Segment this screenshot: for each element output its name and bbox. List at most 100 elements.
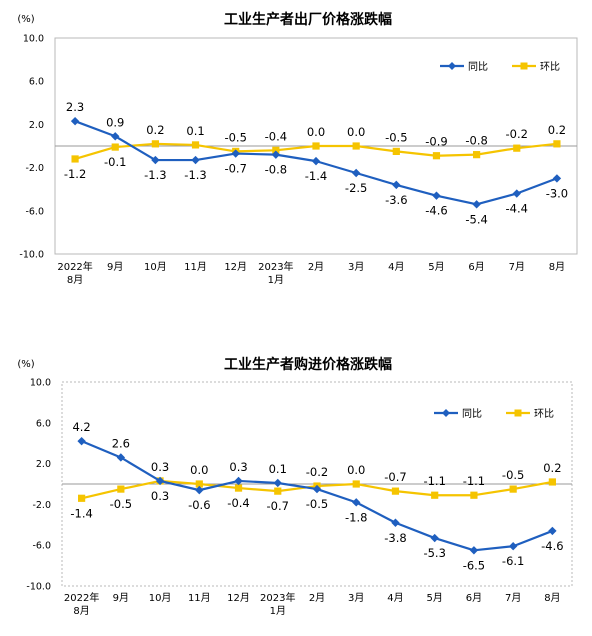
x-tick-label: 3月 bbox=[348, 261, 364, 273]
y-tick-label: 2.0 bbox=[36, 459, 51, 470]
x-tick-label: 11月 bbox=[188, 592, 211, 604]
chart-2: 工业生产者购进价格涨跌幅 (%) 10.0 6.0 2.0 -2.0 -6.0 -10.0 20… bbox=[17, 356, 573, 617]
data-label-yoy: -6.1 bbox=[502, 554, 524, 568]
point-yoy bbox=[155, 476, 165, 486]
legend-marker bbox=[442, 409, 450, 417]
data-label-mom: -0.1 bbox=[104, 155, 126, 169]
point-mom bbox=[234, 484, 243, 492]
data-label-mom: -0.2 bbox=[506, 127, 528, 141]
point-yoy bbox=[151, 155, 160, 165]
data-label-mom: 0.0 bbox=[347, 463, 365, 477]
point-yoy bbox=[231, 149, 240, 158]
x-tick-label: 8月 bbox=[549, 261, 565, 273]
data-label-mom: -1.4 bbox=[70, 506, 92, 520]
chart-1: 工业生产者出厂价格涨跌幅 (%) 10.0 6.0 2.0 -2.0 -6.0 -10.0 20… bbox=[17, 11, 578, 286]
point-mom bbox=[431, 491, 439, 499]
point-mom bbox=[71, 155, 79, 163]
data-label-yoy: -2.5 bbox=[345, 181, 367, 195]
legend: 同比 环比 bbox=[434, 408, 554, 420]
y-tick-label: -6.0 bbox=[32, 541, 51, 552]
data-label-yoy: -5.4 bbox=[465, 212, 487, 226]
point-yoy bbox=[116, 453, 126, 462]
point-mom bbox=[473, 151, 481, 159]
data-label-mom: 0.3 bbox=[151, 460, 169, 474]
point-yoy bbox=[552, 174, 562, 183]
data-label-mom: 0.0 bbox=[190, 463, 208, 477]
x-tick-label: 2月 bbox=[309, 592, 325, 604]
point-mom bbox=[272, 146, 280, 154]
data-label-yoy: -1.4 bbox=[305, 169, 327, 183]
data-label-yoy: 0.3 bbox=[229, 460, 247, 474]
point-yoy bbox=[508, 542, 518, 551]
legend-label: 环比 bbox=[540, 61, 560, 73]
x-tick-label: 8月 bbox=[544, 592, 560, 604]
data-label-mom: 0.2 bbox=[543, 461, 561, 475]
data-label-yoy: -3.8 bbox=[384, 531, 406, 545]
data-label-yoy: -1.3 bbox=[144, 168, 166, 182]
legend-marker bbox=[514, 409, 522, 417]
data-label-mom: -0.7 bbox=[384, 470, 406, 484]
data-label-yoy: -5.3 bbox=[423, 546, 445, 560]
point-yoy bbox=[391, 518, 400, 527]
point-mom bbox=[548, 478, 556, 486]
x-tick-label: 6月 bbox=[468, 261, 484, 273]
y-tick-label: -2.0 bbox=[32, 500, 51, 511]
data-label-mom: 0.1 bbox=[186, 124, 204, 138]
point-yoy bbox=[472, 200, 481, 209]
point-yoy bbox=[77, 436, 86, 446]
data-label-yoy: -1.3 bbox=[184, 168, 206, 182]
data-label-mom: -0.4 bbox=[265, 129, 287, 143]
data-label-yoy: 2.3 bbox=[66, 100, 84, 114]
x-tick-label: 10月 bbox=[144, 261, 167, 273]
x-tick-label: 7月 bbox=[505, 592, 521, 604]
x-tick-label: 2023年 1月 bbox=[258, 260, 293, 286]
data-label-mom: -0.7 bbox=[267, 499, 289, 513]
data-label-yoy: -3.6 bbox=[385, 193, 407, 207]
y-tick-label: -10.0 bbox=[19, 250, 44, 261]
x-tick-label: 2022年 8月 bbox=[57, 260, 92, 286]
point-yoy bbox=[469, 546, 479, 555]
x-tick-label: 4月 bbox=[388, 261, 404, 273]
legend-marker bbox=[520, 62, 528, 70]
legend-label: 环比 bbox=[534, 408, 554, 420]
y-tick-label: 10.0 bbox=[30, 378, 51, 389]
y-tick-label: -6.0 bbox=[25, 206, 44, 217]
point-mom bbox=[195, 480, 203, 488]
point-yoy bbox=[111, 132, 120, 141]
data-label-yoy: -0.7 bbox=[224, 162, 246, 176]
x-tick-label: 6月 bbox=[466, 592, 482, 604]
chart-title: 工业生产者购进价格涨跌幅 bbox=[224, 356, 392, 373]
x-tick-label: 2022年 8月 bbox=[64, 591, 99, 617]
data-label-yoy: -1.8 bbox=[345, 510, 367, 524]
data-label-yoy: 4.2 bbox=[72, 420, 90, 434]
point-mom bbox=[392, 147, 400, 155]
legend: 同比 环比 bbox=[440, 61, 560, 73]
x-tick-label: 7月 bbox=[509, 261, 525, 273]
point-mom bbox=[78, 494, 86, 502]
x-tick-label: 4月 bbox=[387, 592, 403, 604]
data-label-mom: -0.4 bbox=[227, 496, 249, 510]
y-tick-label: -10.0 bbox=[26, 582, 51, 593]
x-tick-label: 11月 bbox=[184, 261, 207, 273]
x-tick-label: 2月 bbox=[308, 261, 324, 273]
data-label-yoy: -0.5 bbox=[306, 497, 328, 511]
point-mom bbox=[470, 491, 478, 499]
x-tick-label: 3月 bbox=[348, 592, 364, 604]
x-tick-label: 12月 bbox=[224, 261, 247, 273]
data-label-yoy: 0.1 bbox=[269, 462, 287, 476]
x-tick-label: 5月 bbox=[427, 592, 443, 604]
point-mom bbox=[391, 487, 400, 495]
y-tick-label: 6.0 bbox=[29, 77, 44, 88]
point-yoy bbox=[392, 180, 401, 190]
point-yoy bbox=[234, 476, 243, 486]
data-label-mom: -0.5 bbox=[224, 130, 246, 144]
y-unit-label: (%) bbox=[17, 14, 34, 25]
point-mom bbox=[111, 143, 119, 151]
y-tick-label: 10.0 bbox=[23, 34, 44, 45]
x-tick-label: 12月 bbox=[227, 592, 250, 604]
point-yoy bbox=[312, 484, 322, 494]
data-label-yoy: -4.6 bbox=[541, 539, 563, 553]
x-tick-label: 5月 bbox=[428, 261, 444, 273]
point-yoy bbox=[273, 478, 282, 488]
